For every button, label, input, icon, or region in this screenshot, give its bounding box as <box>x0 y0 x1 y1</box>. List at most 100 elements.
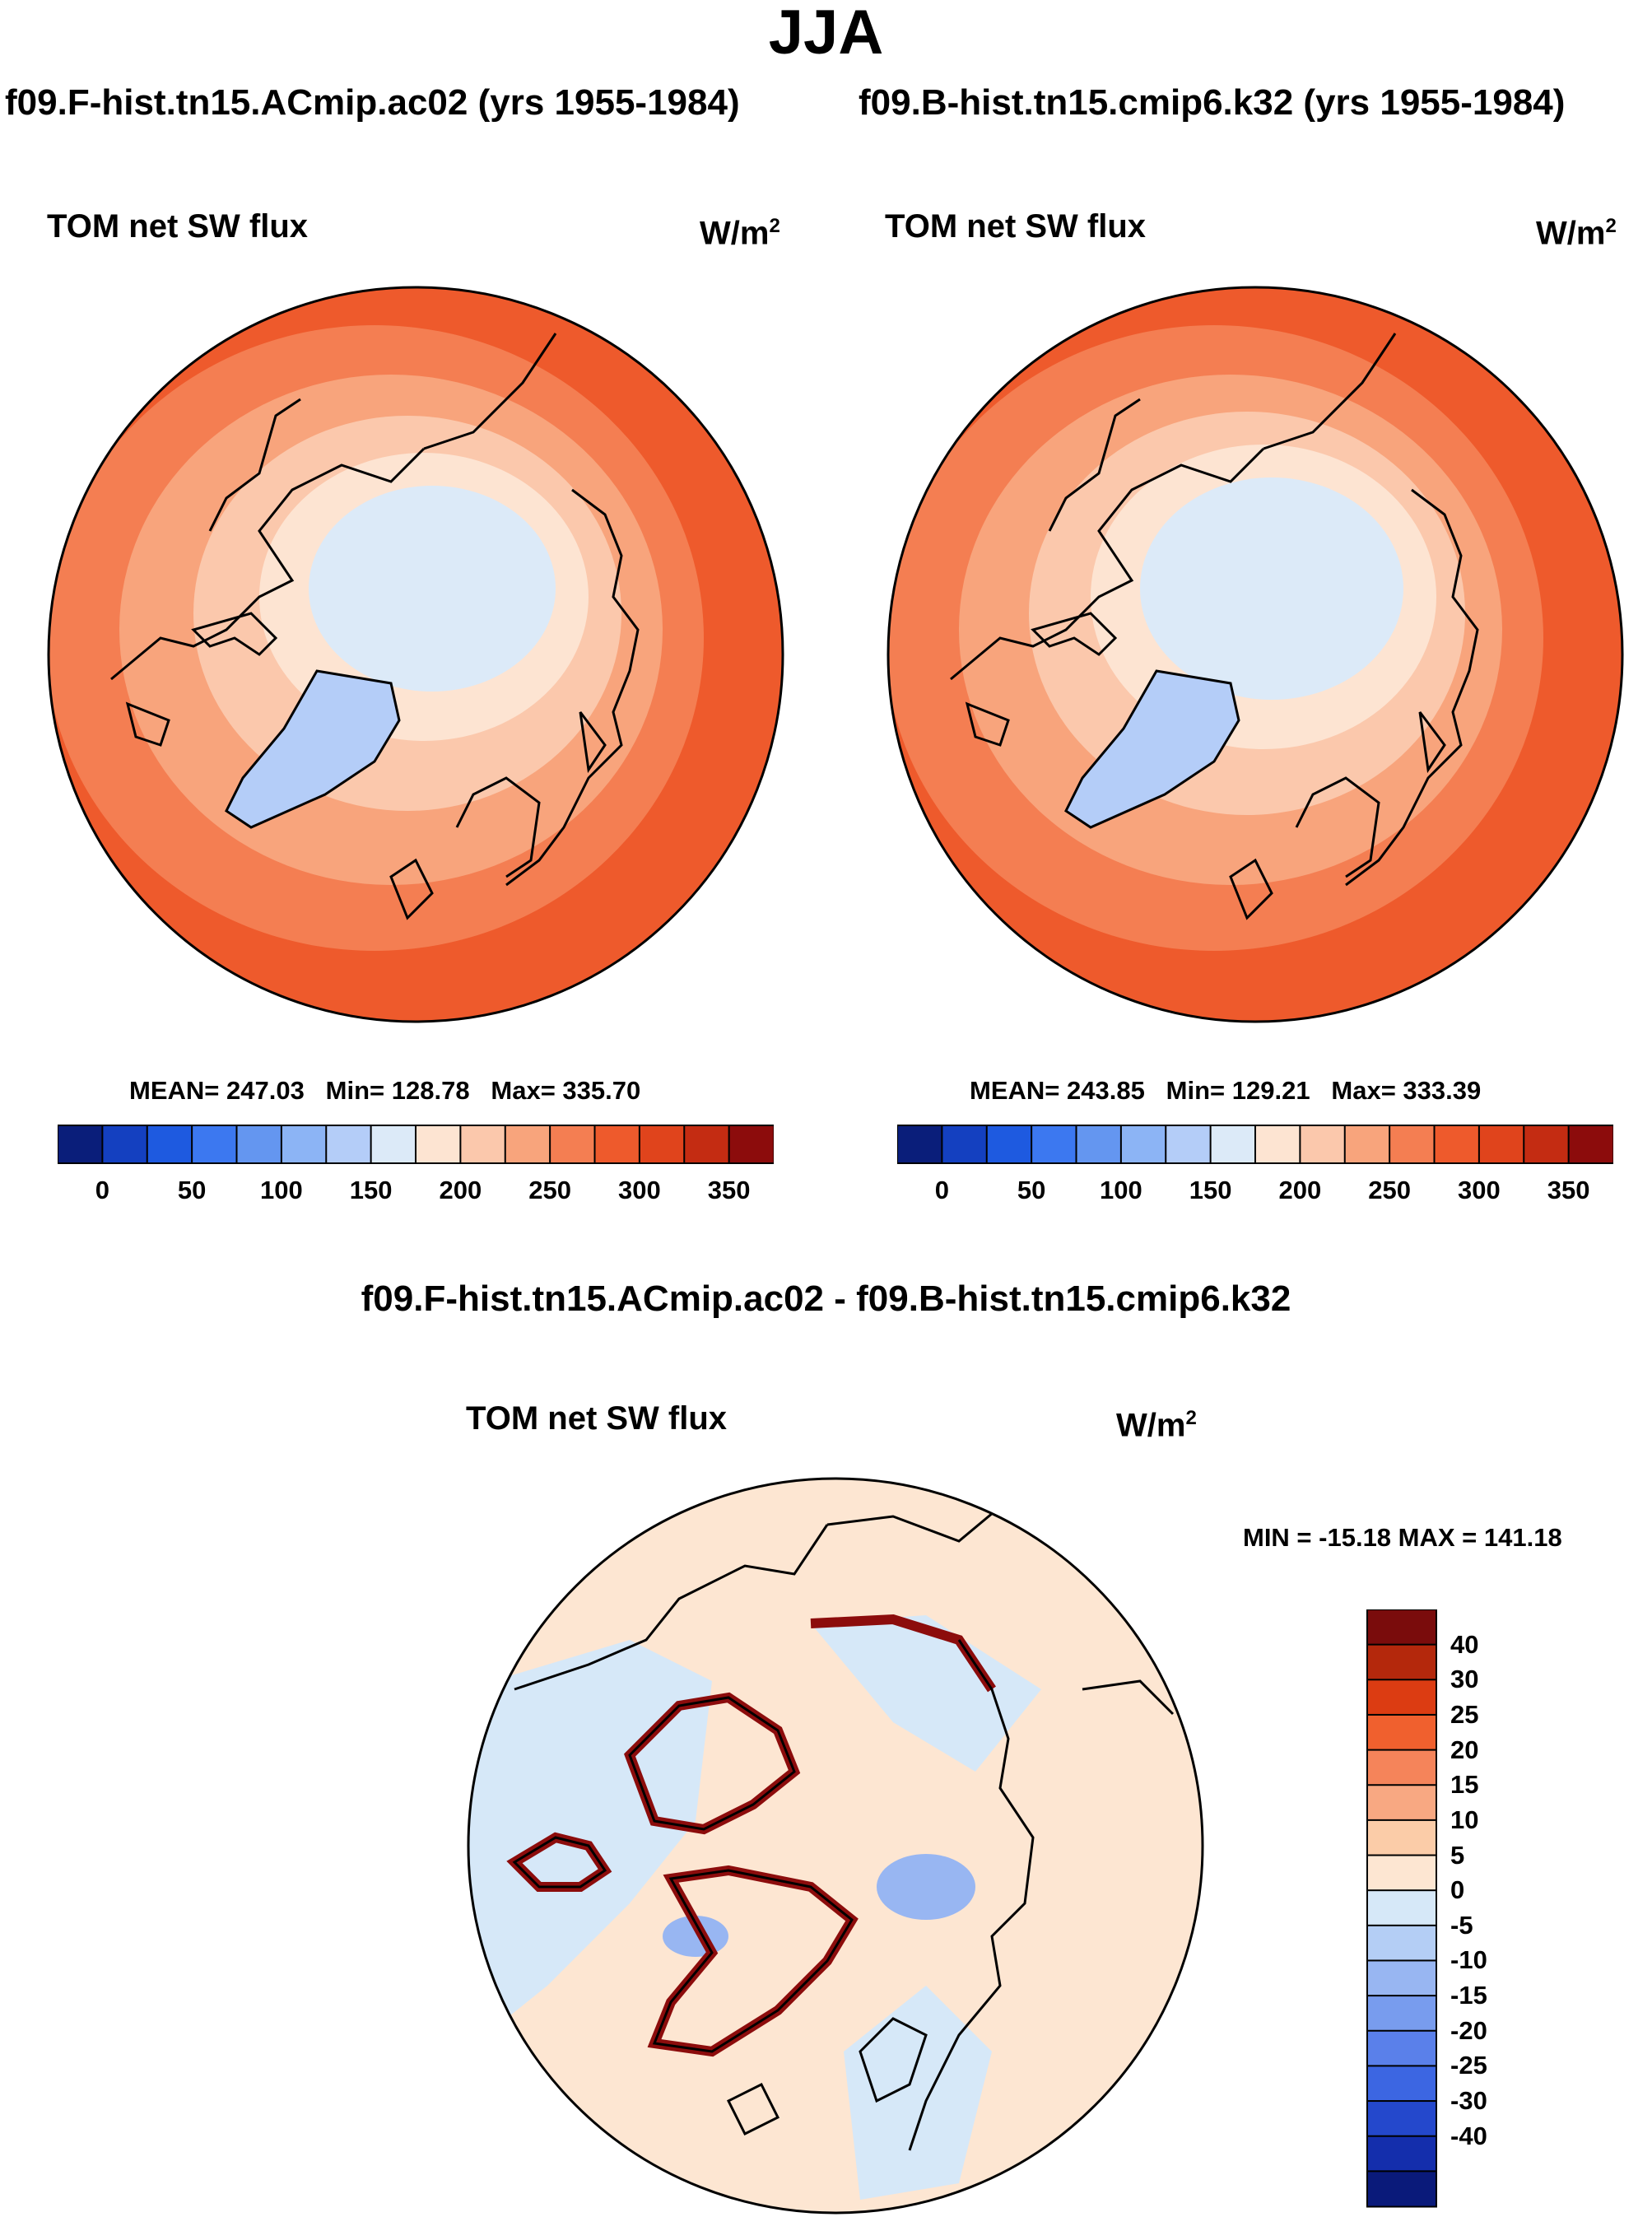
colorbar-tick-label: 200 <box>439 1176 482 1204</box>
colorbar-swatch <box>101 1125 149 1164</box>
colorbar-swatch <box>1523 1125 1571 1164</box>
diff-negative-region <box>811 1615 1041 1772</box>
colorbar-swatch <box>1254 1125 1301 1164</box>
colorbar-tick-label: 10 <box>1450 1805 1479 1834</box>
colorbar-swatch <box>1433 1125 1481 1164</box>
difference-colorbar <box>1366 1609 1437 2208</box>
panel2-max: Max= 333.39 <box>1331 1076 1482 1105</box>
coastlines <box>110 333 640 920</box>
case2-subtitle: f09.B-hist.tn15.cmip6.k32 (yrs 1955-1984… <box>859 82 1566 123</box>
colorbar-tick-label: -15 <box>1450 1981 1487 2010</box>
colorbar-swatch <box>459 1125 507 1164</box>
colorbar-swatch <box>1366 2100 1437 2138</box>
colorbar-swatch <box>1366 1749 1437 1786</box>
colorbar-swatch <box>325 1125 373 1164</box>
colorbar-tick-label: 0 <box>934 1176 949 1204</box>
greenland-field <box>1066 671 1239 827</box>
colorbar-swatch <box>593 1125 641 1164</box>
colorbar-tick-label: 150 <box>1189 1176 1232 1204</box>
diff-negative-region <box>844 1986 992 2200</box>
colorbar-tick-label: 100 <box>260 1176 303 1204</box>
colorbar-swatch <box>1366 1854 1437 1892</box>
map-border <box>467 1477 1204 2215</box>
panel1-colorbar <box>58 1125 774 1164</box>
colorbar-swatch <box>415 1125 462 1164</box>
colorbar-tick-label: 350 <box>707 1176 751 1204</box>
colorbar-tick-label: -20 <box>1450 2015 1487 2045</box>
colorbar-swatch <box>1299 1125 1347 1164</box>
colorbar-swatch <box>370 1125 417 1164</box>
colorbar-tick-label: 250 <box>1368 1176 1411 1204</box>
colorbar-tick-label: 350 <box>1547 1176 1590 1204</box>
panel2-colorbar <box>897 1125 1613 1164</box>
colorbar-tick-label: 0 <box>95 1176 109 1204</box>
colorbar-swatch <box>1366 2029 1437 2067</box>
colorbar-swatch <box>1366 2135 1437 2173</box>
greenland-field <box>226 671 399 827</box>
colorbar-swatch <box>683 1125 731 1164</box>
colorbar-swatch <box>280 1125 328 1164</box>
colorbar-tick-label: 300 <box>618 1176 661 1204</box>
colorbar-swatch <box>1075 1125 1123 1164</box>
panel3-variable-label: TOM net SW flux <box>466 1400 728 1437</box>
case1-subtitle: f09.F-hist.tn15.ACmip.ac02 (yrs 1955-198… <box>5 82 740 123</box>
panel2-polar-map <box>886 286 1624 1023</box>
panel1-max: Max= 335.70 <box>491 1076 641 1105</box>
colorbar-swatch <box>146 1125 193 1164</box>
panel2-units-label: W/m2 <box>1536 215 1617 252</box>
figure-title: JJA <box>768 0 884 68</box>
panel2-stats: MEAN= 243.85 Min= 129.21 Max= 333.39 <box>970 1076 1481 1106</box>
colorbar-swatch <box>1366 1784 1437 1822</box>
colorbar-swatch <box>1366 1924 1437 1962</box>
colorbar-tick-label: 15 <box>1450 1770 1479 1800</box>
colorbar-swatch <box>1366 2065 1437 2103</box>
colorbar-swatch <box>1366 2170 1437 2208</box>
panel1-polar-map <box>47 286 784 1023</box>
colorbar-swatch <box>1209 1125 1257 1164</box>
difference-polar-map <box>467 1477 1204 2215</box>
colorbar-tick-label: 40 <box>1450 1629 1479 1659</box>
panel2-min: Min= 129.21 <box>1166 1076 1310 1105</box>
diff-negative-core <box>877 1854 975 1920</box>
colorbar-swatch <box>1477 1125 1525 1164</box>
colorbar-tick-label: 25 <box>1450 1699 1479 1729</box>
panel3-units-label: W/m2 <box>1116 1407 1197 1444</box>
colorbar-tick-label: 20 <box>1450 1735 1479 1764</box>
colorbar-swatch <box>58 1125 104 1164</box>
panel1-min: Min= 128.78 <box>325 1076 470 1105</box>
panel1-mean: MEAN= 247.03 <box>129 1076 305 1105</box>
colorbar-swatch <box>728 1125 774 1164</box>
colorbar-swatch <box>235 1125 283 1164</box>
colorbar-tick-label: -30 <box>1450 2086 1487 2116</box>
colorbar-swatch <box>549 1125 597 1164</box>
colorbar-swatch <box>638 1125 686 1164</box>
colorbar-swatch <box>1366 1713 1437 1752</box>
colorbar-tick-label: 200 <box>1278 1176 1322 1204</box>
colorbar-tick-label: 300 <box>1458 1176 1501 1204</box>
colorbar-tick-label: 250 <box>528 1176 571 1204</box>
colorbar-swatch <box>1567 1125 1613 1164</box>
colorbar-swatch <box>1366 1643 1437 1681</box>
map-border <box>47 286 784 1023</box>
colorbar-swatch <box>1366 1819 1437 1857</box>
difference-title: f09.F-hist.tn15.ACmip.ac02 - f09.B-hist.… <box>361 1279 1291 1319</box>
colorbar-swatch <box>897 1125 943 1164</box>
colorbar-tick-label: -40 <box>1450 2121 1487 2150</box>
panel2-mean: MEAN= 243.85 <box>970 1076 1145 1105</box>
coastlines <box>950 333 1479 920</box>
map-ice-field <box>1140 477 1403 700</box>
panel1-variable-label: TOM net SW flux <box>47 208 309 245</box>
colorbar-swatch <box>985 1125 1033 1164</box>
colorbar-swatch <box>1366 1959 1437 1997</box>
coastlines <box>512 1498 1175 2151</box>
colorbar-swatch <box>941 1125 989 1164</box>
panel1-units-label: W/m2 <box>700 215 780 252</box>
colorbar-swatch <box>1165 1125 1212 1164</box>
colorbar-swatch <box>1389 1125 1436 1164</box>
colorbar-tick-label: -5 <box>1450 1910 1473 1940</box>
colorbar-swatch <box>1119 1125 1167 1164</box>
colorbar-tick-label: 150 <box>349 1176 393 1204</box>
panel3-minmax: MIN = -15.18 MAX = 141.18 <box>1243 1523 1562 1552</box>
colorbar-tick-label: -10 <box>1450 1945 1487 1975</box>
colorbar-swatch <box>1343 1125 1391 1164</box>
